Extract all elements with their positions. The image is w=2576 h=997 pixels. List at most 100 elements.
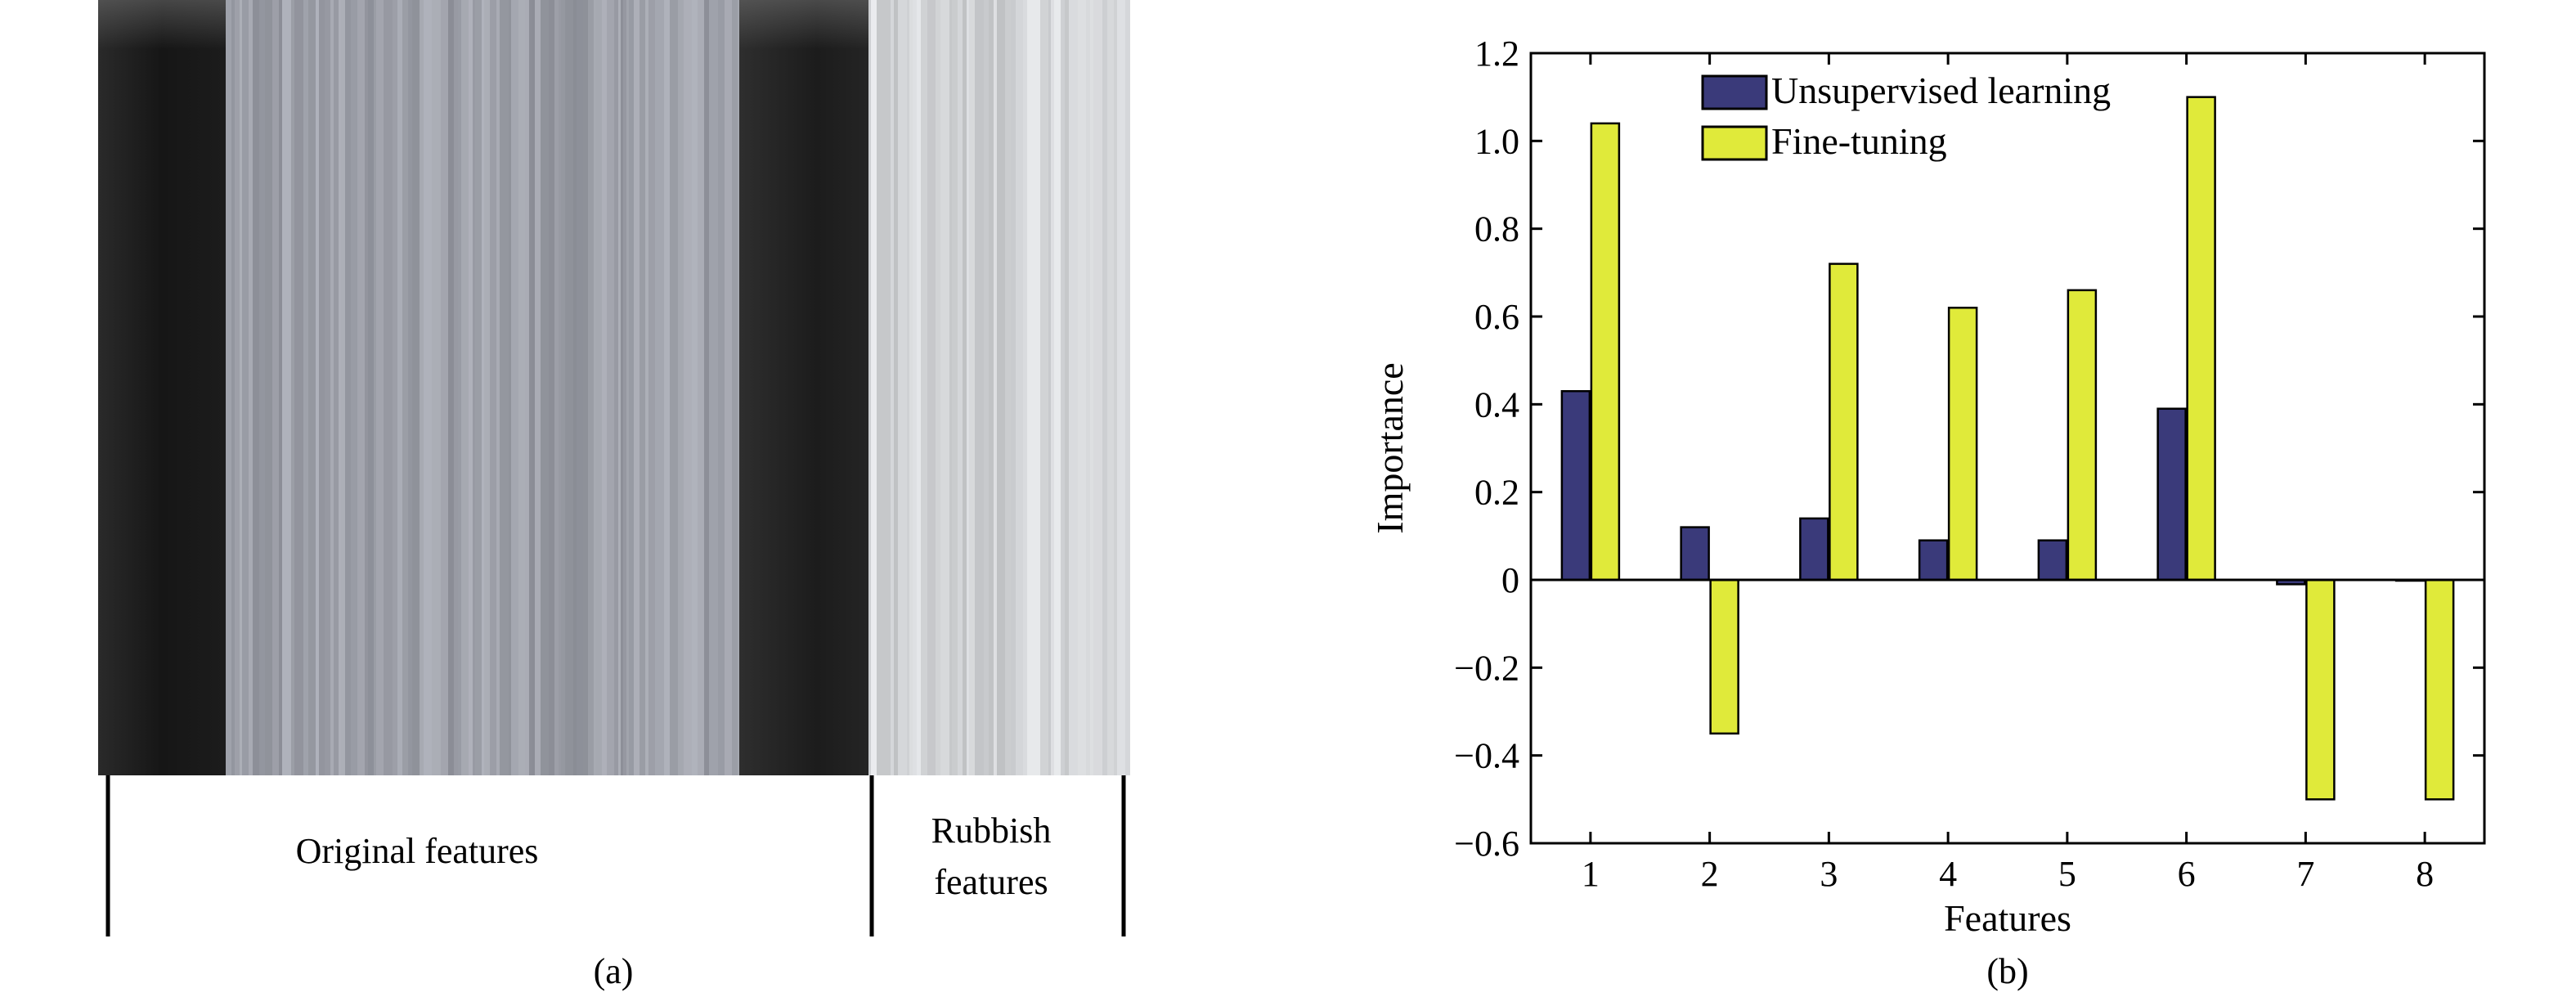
x-axis: 1 2 3 4 5 6 7 8 bbox=[1582, 53, 2434, 894]
heatmap-stripe bbox=[718, 0, 725, 775]
heatmap-stripe bbox=[1078, 0, 1086, 775]
heatmap-stripe bbox=[496, 0, 500, 775]
heatmap-stripe bbox=[529, 0, 532, 775]
x-tick-label: 4 bbox=[1939, 854, 1957, 894]
heatmap-stripe bbox=[532, 0, 535, 775]
heatmap-stripe bbox=[645, 0, 648, 775]
heatmap-stripe bbox=[917, 0, 921, 775]
heatmap-stripe bbox=[692, 0, 698, 775]
heatmap-stripe bbox=[441, 0, 448, 775]
heatmap-stripe bbox=[253, 0, 259, 775]
heatmap-stripe bbox=[325, 0, 330, 775]
heatmap-stripe bbox=[602, 0, 607, 775]
heatmap-stripe bbox=[1114, 0, 1117, 775]
y-tick-label: −0.2 bbox=[1454, 648, 1519, 688]
heatmap-stripe bbox=[303, 0, 308, 775]
heatmap-stripe bbox=[559, 0, 561, 775]
heatmap-stripe bbox=[958, 0, 963, 775]
x-tick-label: 7 bbox=[2296, 854, 2314, 894]
bar-unsupervised-1 bbox=[1560, 389, 1591, 582]
bars bbox=[1560, 96, 2455, 801]
heatmap-stripe bbox=[1065, 0, 1069, 775]
heatmap-stripe bbox=[894, 0, 898, 775]
heatmap-stripe bbox=[952, 0, 958, 775]
y-tick-label: 0 bbox=[1501, 560, 1519, 600]
heatmap-stripe bbox=[913, 0, 917, 775]
heatmap-stripe bbox=[1040, 0, 1048, 775]
heatmap-stripe bbox=[408, 0, 412, 775]
heatmap-stripe bbox=[368, 0, 374, 775]
y-tick-label: 1.2 bbox=[1474, 34, 1519, 74]
heatmap-stripe bbox=[319, 0, 325, 775]
heatmap-stripe bbox=[424, 0, 432, 775]
heatmap-stripe bbox=[541, 0, 549, 775]
heatmap-stripe bbox=[282, 0, 291, 775]
heatmap-stripe bbox=[393, 0, 397, 775]
heatmap-stripe bbox=[655, 0, 664, 775]
heatmap-stripe bbox=[412, 0, 420, 775]
heatmap-stripe bbox=[670, 0, 678, 775]
y-tick-label: 0.6 bbox=[1474, 297, 1519, 337]
panel-a-caption: (a) bbox=[594, 951, 634, 991]
heatmap-stripe bbox=[1035, 0, 1040, 775]
heatmap-stripe bbox=[725, 0, 732, 775]
legend: Unsupervised learning Fine-tuning bbox=[1701, 70, 2111, 162]
heatmap-stripe bbox=[704, 0, 709, 775]
heatmap-stripe bbox=[432, 0, 441, 775]
heatmap-stripe bbox=[1090, 0, 1093, 775]
x-tick-label: 2 bbox=[1701, 854, 1719, 894]
x-axis-label: Features bbox=[1944, 897, 2071, 939]
heatmap-dark-block-1 bbox=[98, 0, 226, 775]
heatmap-stripe bbox=[242, 0, 249, 775]
legend-label-unsupervised: Unsupervised learning bbox=[1771, 70, 2111, 111]
heatmap-stripe bbox=[1086, 0, 1090, 775]
panel-a: Original features Rubbish features (a) bbox=[98, 0, 1130, 991]
heatmap-stripe bbox=[936, 0, 940, 775]
y-axis: −0.6 −0.4 −0.2 0 0.2 0.4 0.6 0.8 1.0 1.2 bbox=[1454, 34, 2484, 864]
y-tick-label: −0.6 bbox=[1454, 824, 1519, 864]
original-features-label: Original features bbox=[296, 831, 539, 871]
heatmap-stripe bbox=[294, 0, 303, 775]
heatmap-stripe bbox=[1051, 0, 1054, 775]
heatmap-stripe bbox=[473, 0, 475, 775]
y-tick-label: 0.4 bbox=[1474, 384, 1519, 424]
rubbish-features-label-line2: features bbox=[934, 862, 1048, 902]
legend-swatch-finetuning bbox=[1701, 125, 1768, 161]
heatmap-stripe bbox=[975, 0, 984, 775]
heatmap-stripe bbox=[308, 0, 316, 775]
heatmap-stripe bbox=[272, 0, 279, 775]
heatmap-stripe bbox=[868, 0, 871, 775]
heatmap-stripe bbox=[634, 0, 640, 775]
heatmap-stripe bbox=[226, 0, 231, 775]
rubbish-features-label-line1: Rubbish bbox=[931, 811, 1052, 851]
heatmap-stripe bbox=[397, 0, 402, 775]
heatmap-stripe bbox=[989, 0, 994, 775]
heatmap-stripe bbox=[259, 0, 265, 775]
heatmap-stripe bbox=[648, 0, 655, 775]
heatmap-image bbox=[98, 0, 1130, 775]
x-tick-label: 6 bbox=[2178, 854, 2196, 894]
heatmap-stripe bbox=[883, 0, 891, 775]
legend-swatch-unsupervised bbox=[1701, 74, 1768, 110]
heatmap-stripe bbox=[583, 0, 588, 775]
bar-finetuning-6 bbox=[2186, 96, 2216, 582]
heatmap-stripe bbox=[402, 0, 408, 775]
x-tick-label: 5 bbox=[2058, 854, 2076, 894]
bar-finetuning-4 bbox=[1947, 307, 1978, 582]
panel-b: −0.6 −0.4 −0.2 0 0.2 0.4 0.6 0.8 1.0 1.2 1 2 3 4 5 6 7 8… bbox=[1369, 34, 2486, 991]
heatmap-stripe bbox=[921, 0, 927, 775]
heatmap-stripe bbox=[967, 0, 969, 775]
heatmap-stripe bbox=[1061, 0, 1065, 775]
heatmap-stripe bbox=[1125, 0, 1130, 775]
x-tick-label: 1 bbox=[1582, 854, 1600, 894]
heatmap-stripe bbox=[871, 0, 877, 775]
heatmap-stripe bbox=[365, 0, 368, 775]
heatmap-stripe bbox=[448, 0, 454, 775]
heatmap-stripe bbox=[1011, 0, 1016, 775]
heatmap-stripe bbox=[554, 0, 559, 775]
panel-b-caption: (b) bbox=[1986, 951, 2028, 991]
heatmap-stripe bbox=[376, 0, 384, 775]
bar-finetuning-5 bbox=[2067, 289, 2098, 582]
bar-finetuning-7 bbox=[2305, 578, 2336, 801]
heatmap-stripe bbox=[1016, 0, 1023, 775]
